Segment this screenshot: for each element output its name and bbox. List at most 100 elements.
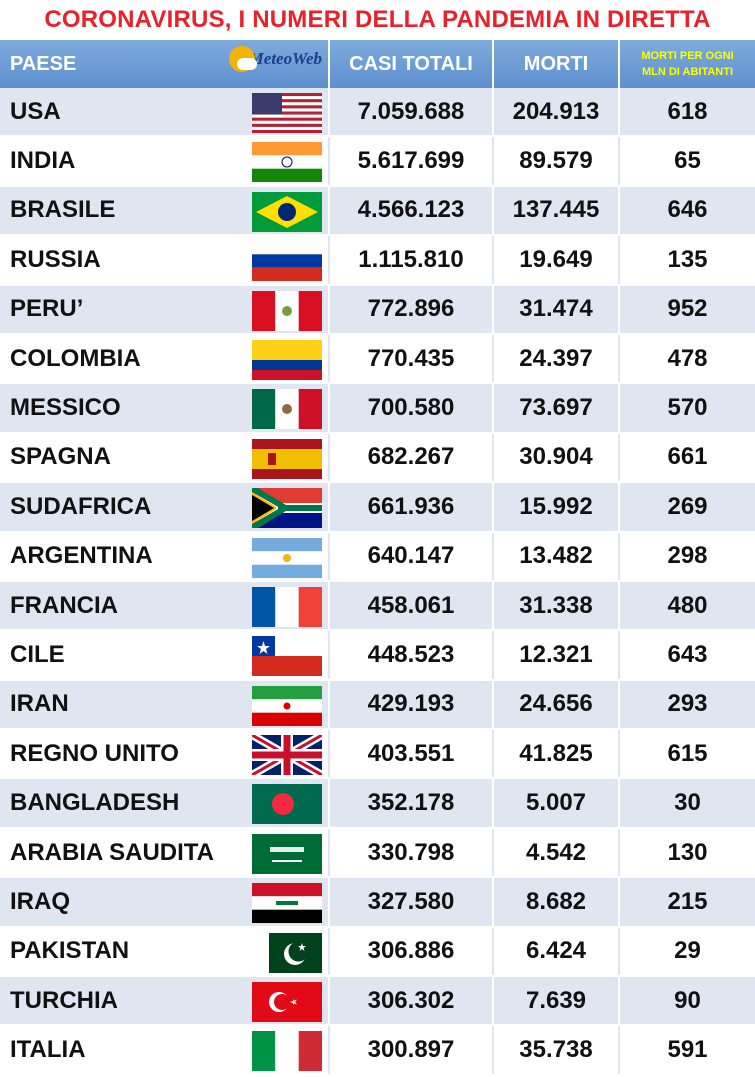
france-flag-icon [252, 586, 322, 627]
country-cell: SPAGNA [0, 433, 330, 482]
deaths-per-mln-cell: 269 [667, 492, 708, 520]
deaths-per-mln-cell: 30 [674, 789, 701, 817]
table-row: REGNO UNITO 403.551 41.825 615 [0, 730, 755, 780]
table-row: SUDAFRICA 661.936 15.992 269 [0, 483, 755, 533]
total-cases-cell: 640.147 [330, 532, 494, 580]
header-deaths: MORTI [494, 40, 620, 88]
total-cases-cell: 661.936 [330, 483, 494, 531]
brazil-flag-icon [252, 191, 322, 232]
country-cell: PAKISTAN [0, 927, 330, 976]
deaths-cell: 12.321 [494, 631, 620, 679]
country-cell: SUDAFRICA [0, 483, 330, 531]
header-per-mln-line1: MORTI PER OGNI [641, 50, 734, 62]
russia-flag-icon [252, 241, 322, 282]
mexico-flag-icon [252, 389, 322, 430]
deaths-per-mln-cell: 215 [667, 887, 708, 915]
total-cases-cell: 7.059.688 [330, 88, 494, 136]
total-cases-cell: 306.302 [330, 977, 494, 1025]
country-cell: COLOMBIA [0, 334, 330, 383]
country-name: USA [10, 97, 61, 125]
deaths-per-mln-cell: 29 [674, 937, 701, 965]
deaths-per-mln-cell: 591 [667, 1036, 708, 1064]
deaths-per-mln-cell: 130 [667, 838, 708, 866]
country-name: SPAGNA [10, 443, 111, 471]
country-name: REGNO UNITO [10, 739, 179, 767]
argentina-flag-icon [252, 537, 322, 578]
total-cases-cell: 4.566.123 [330, 186, 494, 235]
country-cell: CILE [0, 631, 330, 679]
table-row: RUSSIA 1.115.810 19.649 135 [0, 236, 755, 286]
country-cell: BANGLADESH [0, 779, 330, 827]
country-name: SUDAFRICA [10, 492, 152, 520]
country-name: FRANCIA [10, 591, 118, 619]
country-name: PAKISTAN [10, 937, 130, 965]
data-table: USA 7.059.688 204.913 618 INDIA 5.617.699 89.5… [0, 88, 755, 1076]
deaths-cell: 24.656 [494, 680, 620, 729]
deaths-per-mln-cell: 293 [667, 690, 708, 718]
south-africa-flag-icon [252, 488, 322, 529]
page-title: CORONAVIRUS, I NUMERI DELLA PANDEMIA IN … [44, 6, 711, 33]
deaths-per-mln-cell: 618 [667, 97, 708, 125]
deaths-cell: 73.697 [494, 384, 620, 432]
country-cell: MESSICO [0, 384, 330, 432]
country-cell: BRASILE [0, 186, 330, 235]
deaths-cell: 15.992 [494, 483, 620, 531]
deaths-per-mln-cell: 90 [674, 986, 701, 1014]
deaths-per-mln-cell: 646 [667, 196, 708, 224]
deaths-per-mln-cell: 615 [667, 739, 708, 767]
total-cases-cell: 327.580 [330, 878, 494, 926]
country-cell: ITALIA [0, 1026, 330, 1074]
deaths-per-mln-cell: 570 [667, 394, 708, 422]
header-cases: CASI TOTALI [330, 40, 494, 88]
iraq-flag-icon [252, 883, 322, 924]
total-cases-cell: 403.551 [330, 730, 494, 778]
country-cell: PERU’ [0, 285, 330, 333]
total-cases-cell: 770.435 [330, 334, 494, 383]
deaths-cell: 35.738 [494, 1026, 620, 1074]
country-cell: TURCHIA [0, 977, 330, 1025]
deaths-cell: 204.913 [494, 88, 620, 136]
header-country: PAESE MeteoWeb [0, 40, 330, 88]
spain-flag-icon [252, 438, 322, 479]
uk-flag-icon [252, 735, 322, 776]
deaths-per-mln-cell: 65 [674, 147, 701, 175]
total-cases-cell: 1.115.810 [330, 236, 494, 284]
country-cell: ARABIA SAUDITA [0, 828, 330, 877]
deaths-per-mln-cell: 135 [667, 245, 708, 273]
country-name: ARABIA SAUDITA [10, 838, 214, 866]
table-row: ITALIA 300.897 35.738 591 [0, 1026, 755, 1076]
iran-flag-icon [252, 685, 322, 726]
turkey-flag-icon [252, 982, 322, 1023]
deaths-cell: 31.474 [494, 285, 620, 333]
deaths-cell: 41.825 [494, 730, 620, 778]
india-flag-icon [252, 142, 322, 183]
pakistan-flag-icon [252, 932, 322, 973]
country-name: IRAQ [10, 887, 70, 915]
table-row: BANGLADESH 352.178 5.007 30 [0, 779, 755, 829]
peru-flag-icon [252, 290, 322, 331]
deaths-per-mln-cell: 298 [667, 542, 708, 570]
saudi-arabia-flag-icon [252, 833, 322, 874]
deaths-cell: 5.007 [494, 779, 620, 827]
total-cases-cell: 772.896 [330, 285, 494, 333]
country-cell: INDIA [0, 137, 330, 185]
deaths-cell: 8.682 [494, 878, 620, 926]
total-cases-cell: 5.617.699 [330, 137, 494, 185]
total-cases-cell: 682.267 [330, 433, 494, 482]
deaths-per-mln-cell: 643 [667, 640, 708, 668]
table-row: COLOMBIA 770.435 24.397 478 [0, 334, 755, 385]
country-cell: FRANCIA [0, 581, 330, 630]
chile-flag-icon [252, 636, 322, 677]
country-cell: REGNO UNITO [0, 730, 330, 778]
country-name: BANGLADESH [10, 789, 180, 817]
header-deaths-per-mln: MORTI PER OGNI MLN DI ABITANTI [620, 40, 755, 88]
total-cases-cell: 352.178 [330, 779, 494, 827]
deaths-cell: 19.649 [494, 236, 620, 284]
country-cell: IRAQ [0, 878, 330, 926]
deaths-per-mln-cell: 952 [667, 295, 708, 323]
total-cases-cell: 330.798 [330, 828, 494, 877]
deaths-cell: 4.542 [494, 828, 620, 877]
country-name: BRASILE [10, 196, 116, 224]
deaths-cell: 137.445 [494, 186, 620, 235]
country-name: TURCHIA [10, 986, 118, 1014]
